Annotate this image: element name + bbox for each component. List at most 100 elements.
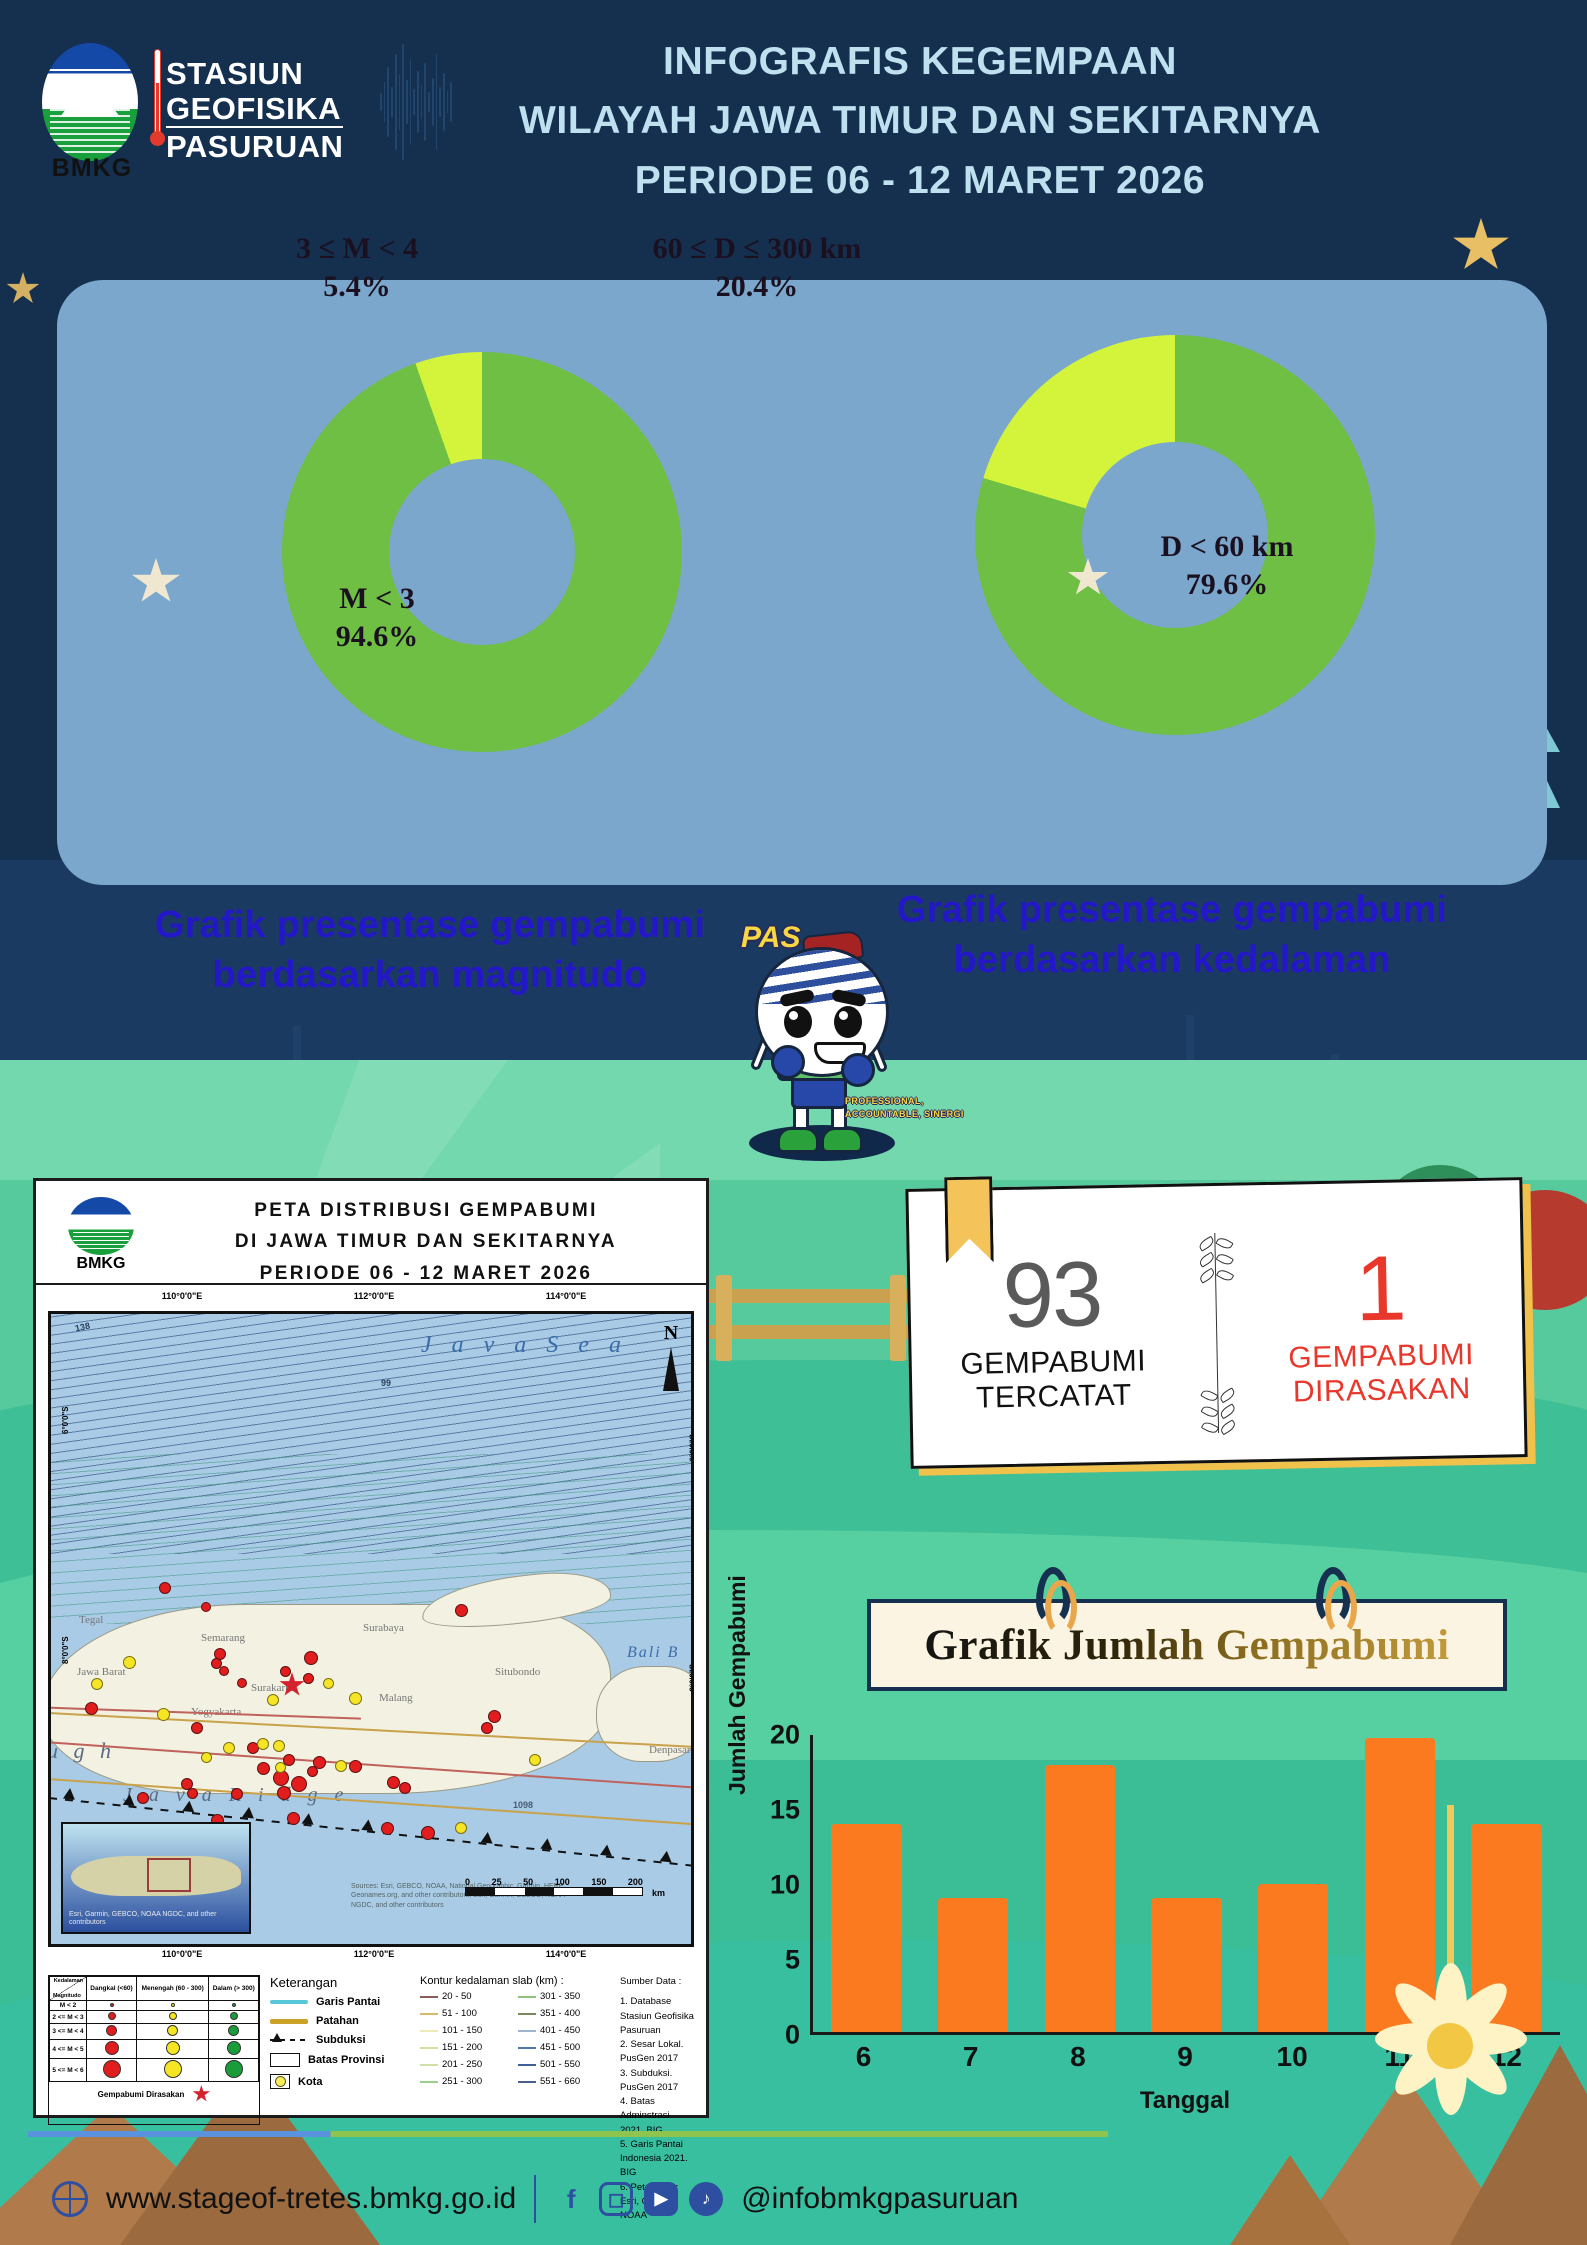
quake-marker — [303, 1673, 314, 1684]
map-header: BMKG PETA DISTRIBUSI GEMPABUMI DI JAWA T… — [36, 1181, 706, 1285]
legend-felt-row: Gempabumi Dirasakan — [49, 2082, 259, 2106]
legend-sumber-data: Sumber Data : 1. Database Stasiun Geofis… — [620, 1975, 694, 2221]
website-url[interactable]: www.stageof-tretes.bmkg.go.id — [106, 2182, 517, 2215]
org-line-3: PASURUAN — [166, 126, 344, 165]
star-decoration — [1453, 218, 1509, 269]
quake-marker — [381, 1822, 394, 1835]
legend-symbol-matrix: Kedalaman Magnitudo Dangkal (<60) Meneng… — [48, 1975, 260, 2125]
mascot-name-label: PAS — [741, 921, 801, 954]
scale-tick: 100 — [554, 1877, 570, 1887]
depth-top-label: 60 ≤ D ≤ 300 km 20.4% — [577, 230, 937, 307]
matrix-row-header: 2 <= M < 3 — [48, 2010, 88, 2024]
quake-marker — [421, 1826, 435, 1840]
youtube-icon[interactable]: ▶ — [644, 2182, 679, 2216]
province-boundary-icon — [270, 2053, 300, 2067]
scale-tick: 0 — [465, 1877, 471, 1887]
social-handle[interactable]: @infobmkgpasuruan — [741, 2182, 1019, 2215]
mascot-motto: PROFESSIONAL, ACCOUNTABLE, SINERGI — [845, 1096, 964, 1119]
matrix-corner-col: Kedalaman — [53, 1978, 84, 1984]
map-canvas[interactable]: 138 99 240 462 1098 J a v a S e a Bali B… — [48, 1311, 694, 1947]
bmkg-logo: BMKG STASIUN GEOFISIKA PASURUAN — [38, 26, 458, 196]
magnitude-bottom-label-text: M < 3 — [339, 582, 415, 615]
footer-separator — [534, 2175, 537, 2223]
recorded-stat: 93 GEMPABUMI TERCATAT — [926, 1243, 1179, 1417]
quake-marker — [349, 1692, 362, 1705]
depth-caption-line-2: berdasarkan kedalaman — [953, 939, 1391, 982]
x-tick: 9 — [1177, 2041, 1193, 2072]
org-line-2: GEOFISIKA — [166, 90, 342, 126]
y-tick: 10 — [769, 1869, 800, 1900]
map-title-line-3: PERIODE 06 - 12 MARET 2026 — [259, 1262, 593, 1284]
legend-kontur: Kontur kedalaman slab (km) : 20 - 50 51 … — [420, 1975, 610, 2125]
coastline-icon — [270, 2000, 308, 2004]
tiktok-icon[interactable]: ♪ — [689, 2182, 724, 2216]
lon-tick: 114°0'0"E — [545, 1291, 587, 1301]
facebook-icon[interactable]: f — [566, 2183, 576, 2214]
sumber-item: 1. Database Stasiun Geofisika Pasuruan — [620, 1996, 694, 2036]
quake-marker — [191, 1722, 203, 1734]
lat-tick: 6°0'0"S — [689, 1434, 694, 1462]
seismic-wave-icon — [380, 40, 453, 164]
bmkg-emblem-icon: BMKG — [38, 43, 165, 182]
lon-tick: 110°0'0"E — [161, 1291, 203, 1301]
legend-keterangan: Keterangan Garis Pantai Patahan Subduksi… — [270, 1975, 410, 2125]
matrix-row-header: 3 <= M < 4 — [48, 2023, 88, 2040]
kontur-item: 101 - 150 — [420, 2025, 512, 2036]
kontur-item: 351 - 400 — [518, 2008, 610, 2019]
lon-tick: 114°0'0"E — [545, 1949, 587, 1959]
matrix-corner-row: Magnitudo — [53, 1993, 81, 1999]
sumber-item: 2. Sesar Lokal. PusGen 2017 — [620, 2039, 684, 2065]
felt-label: GEMPABUMI DIRASAKAN — [1288, 1337, 1475, 1409]
scale-unit: km — [651, 1888, 665, 1898]
subduction-icon — [270, 2033, 308, 2045]
matrix-row-header: 4 <= M < 5 — [48, 2039, 88, 2059]
lon-tick: 112°0'0"E — [353, 1291, 395, 1301]
matrix-col-header: Dangkal (<60) — [86, 1976, 137, 2001]
quake-marker — [91, 1678, 103, 1690]
quake-marker — [529, 1754, 541, 1766]
bar — [1044, 1764, 1115, 2032]
kontur-title: Kontur kedalaman slab (km) : — [420, 1975, 564, 1987]
scale-tick: 25 — [491, 1877, 502, 1887]
place-label: Situbondo — [495, 1666, 541, 1678]
distribution-map-card: BMKG PETA DISTRIBUSI GEMPABUMI DI JAWA T… — [33, 1178, 709, 2221]
quake-marker — [304, 1651, 318, 1665]
depth-caption-line-1: Grafik presentase gempabumi — [896, 889, 1448, 931]
magnitude-caption-line-1: Grafik presentase gempabumi — [154, 904, 706, 946]
kontur-item: 551 - 660 — [518, 2076, 610, 2087]
quake-marker — [481, 1722, 493, 1734]
bar-chart-banner-title: Grafik Jumlah Gempabumi — [924, 1621, 1450, 1669]
quake-marker — [399, 1782, 411, 1794]
station-name: STASIUN GEOFISIKA PASURUAN — [166, 56, 344, 165]
bar — [1258, 1883, 1329, 2032]
instagram-icon[interactable]: ◻ — [599, 2182, 634, 2216]
quake-marker — [157, 1708, 170, 1721]
map-longitude-ticks-top: 110°0'0"E 112°0'0"E 114°0'0"E — [36, 1285, 706, 1311]
quake-marker — [387, 1776, 400, 1789]
quake-marker — [335, 1760, 347, 1772]
quake-marker — [159, 1582, 171, 1594]
bar-chart-banner: Grafik Jumlah Gempabumi — [867, 1567, 1507, 1691]
sumber-title: Sumber Data : — [620, 1976, 682, 1987]
depth-bottom-label: D < 60 km 79.6% — [1077, 528, 1377, 605]
kontur-item: 51 - 100 — [420, 2008, 512, 2019]
scale-tick: 150 — [591, 1877, 607, 1887]
magnitude-top-label-text: 3 ≤ M < 4 — [296, 232, 418, 265]
quake-marker — [323, 1678, 334, 1689]
bar-column — [1026, 1735, 1133, 2032]
quake-marker — [85, 1702, 98, 1715]
magnitude-top-label: 3 ≤ M < 4 5.4% — [207, 230, 507, 307]
quake-marker — [267, 1694, 279, 1706]
lon-tick: 110°0'0"E — [161, 1949, 203, 1959]
place-label: Jawa Barat — [77, 1666, 126, 1678]
matrix-row-header: M < 2 — [48, 2000, 88, 2011]
quake-marker — [349, 1760, 362, 1773]
felt-star-icon — [192, 2085, 210, 2102]
quake-marker — [273, 1740, 285, 1752]
bar-column — [920, 1735, 1027, 2032]
flower-decoration — [1365, 1805, 1535, 2125]
quake-marker — [291, 1776, 307, 1792]
sumber-item: 5. Garis Pantai Indonesia 2021. BIG — [620, 2138, 688, 2179]
depth-donut-chart — [975, 335, 1375, 735]
quake-marker — [187, 1788, 198, 1799]
